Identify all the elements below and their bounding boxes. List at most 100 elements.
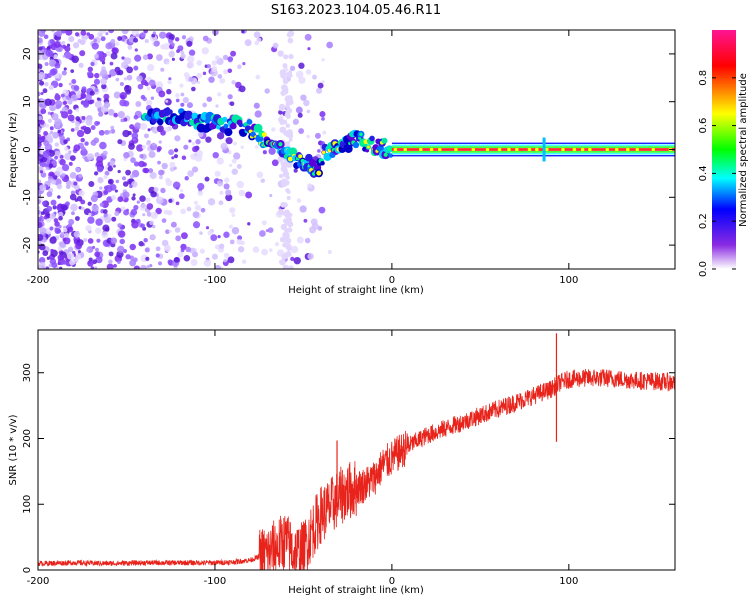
noise-speckle xyxy=(253,31,261,39)
noise-speckle xyxy=(163,43,171,50)
noise-speckle xyxy=(148,151,156,159)
noise-speckle xyxy=(38,265,43,269)
noise-speckle xyxy=(283,233,290,240)
noise-speckle xyxy=(307,183,313,189)
noise-speckle xyxy=(280,202,286,208)
signal-core xyxy=(387,146,392,152)
signal-core xyxy=(261,132,267,138)
noise-speckle xyxy=(141,144,147,150)
noise-speckle xyxy=(192,211,200,218)
noise-speckle xyxy=(117,110,125,119)
noise-speckle xyxy=(131,181,138,188)
noise-speckle xyxy=(131,196,136,201)
noise-speckle xyxy=(53,218,59,223)
noise-speckle xyxy=(110,125,115,130)
noise-speckle xyxy=(69,259,76,266)
noise-speckle xyxy=(59,154,64,159)
noise-speckle xyxy=(262,150,267,155)
noise-speckle xyxy=(113,112,118,118)
noise-speckle xyxy=(157,160,161,165)
noise-speckle xyxy=(171,156,175,160)
noise-speckle xyxy=(108,30,115,34)
noise-speckle xyxy=(181,155,187,160)
noise-speckle xyxy=(61,40,66,45)
noise-speckle xyxy=(70,128,75,132)
noise-speckle xyxy=(75,167,81,173)
noise-speckle xyxy=(268,248,273,253)
noise-speckle xyxy=(65,184,71,190)
carrier-dot xyxy=(580,147,585,152)
signal-core xyxy=(287,156,293,162)
noise-speckle xyxy=(39,170,44,174)
signal-blob xyxy=(246,118,253,125)
noise-speckle xyxy=(201,47,209,55)
noise-speckle xyxy=(60,231,65,236)
noise-speckle xyxy=(253,102,260,109)
noise-speckle xyxy=(125,169,131,176)
noise-speckle xyxy=(104,129,110,135)
noise-speckle xyxy=(267,227,274,233)
noise-speckle xyxy=(38,97,45,105)
noise-speckle xyxy=(64,152,72,161)
signal-blob xyxy=(221,116,228,123)
noise-speckle xyxy=(175,98,180,103)
noise-speckle xyxy=(67,114,75,122)
noise-speckle xyxy=(278,103,286,110)
noise-speckle xyxy=(110,52,118,60)
noise-speckle xyxy=(152,224,156,229)
noise-speckle xyxy=(99,141,107,150)
noise-speckle xyxy=(44,81,49,87)
noise-speckle xyxy=(318,206,326,214)
signal-core xyxy=(278,142,283,147)
noise-speckle xyxy=(73,144,81,152)
noise-speckle xyxy=(207,230,214,236)
noise-speckle xyxy=(161,218,167,223)
noise-speckle xyxy=(139,153,144,159)
noise-speckle xyxy=(220,142,228,150)
noise-speckle xyxy=(90,99,95,104)
noise-speckle xyxy=(62,100,68,105)
noise-speckle xyxy=(231,158,237,164)
noise-speckle xyxy=(152,31,156,35)
carrier-dot xyxy=(454,147,458,152)
carrier-dot xyxy=(572,147,577,152)
noise-speckle xyxy=(54,118,62,126)
noise-speckle xyxy=(39,227,47,235)
noise-speckle xyxy=(64,51,72,59)
carrier-dot xyxy=(418,147,423,152)
noise-speckle xyxy=(286,195,291,201)
noise-speckle xyxy=(296,198,302,203)
noise-speckle xyxy=(123,100,130,107)
noise-speckle xyxy=(45,49,53,57)
noise-speckle xyxy=(133,257,138,263)
noise-speckle xyxy=(142,213,146,217)
noise-speckle xyxy=(87,66,93,72)
noise-speckle xyxy=(241,30,245,34)
noise-speckle xyxy=(131,220,139,229)
noise-speckle xyxy=(134,122,142,130)
noise-speckle xyxy=(231,80,236,85)
noise-speckle xyxy=(148,79,156,87)
noise-speckle xyxy=(39,119,45,125)
noise-speckle xyxy=(120,206,126,212)
noise-speckle xyxy=(107,178,114,185)
carrier-dot xyxy=(625,147,630,152)
noise-speckle xyxy=(108,259,113,264)
noise-speckle xyxy=(168,51,175,58)
noise-speckle xyxy=(85,225,92,232)
noise-speckle xyxy=(326,41,334,49)
noise-speckle xyxy=(289,65,296,72)
noise-speckle xyxy=(93,38,97,43)
noise-speckle xyxy=(274,242,280,247)
noise-speckle xyxy=(231,226,240,235)
carrier-dot xyxy=(429,147,434,152)
noise-speckle xyxy=(38,72,46,80)
noise-speckle xyxy=(38,91,41,97)
colorbar-tick-label: 0.0 xyxy=(698,261,709,277)
noise-speckle xyxy=(212,151,219,159)
noise-speckle xyxy=(194,154,203,162)
noise-speckle xyxy=(50,248,54,253)
noise-speckle xyxy=(68,35,75,43)
noise-speckle xyxy=(156,146,162,151)
noise-speckle xyxy=(139,195,146,202)
